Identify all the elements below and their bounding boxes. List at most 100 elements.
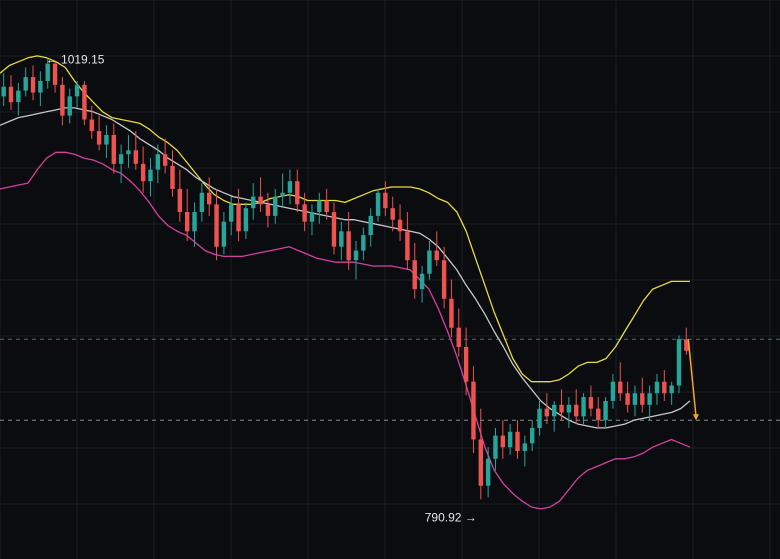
candle-body xyxy=(60,84,65,116)
candle-body xyxy=(280,192,285,197)
candle-body xyxy=(309,212,315,222)
candle-up xyxy=(199,183,205,222)
candle-down xyxy=(662,370,667,401)
candle-body xyxy=(346,231,351,261)
candle-body xyxy=(111,134,116,164)
candle-up xyxy=(552,400,557,432)
candle-body xyxy=(273,196,278,216)
candle-up xyxy=(192,202,197,247)
candle-up xyxy=(273,188,278,224)
candle-body xyxy=(566,404,572,413)
candle-body xyxy=(618,381,623,394)
low-price-label: 790.92 → xyxy=(425,510,477,524)
candle-down xyxy=(456,308,461,357)
candle-down xyxy=(412,242,417,299)
bollinger-bands xyxy=(0,55,691,510)
bollinger-lower-line xyxy=(0,151,691,510)
projection-line xyxy=(687,339,697,417)
candle-body xyxy=(214,204,219,247)
candle-body xyxy=(236,204,241,232)
candle-down xyxy=(588,385,594,417)
candle-up xyxy=(566,397,572,428)
candle-body xyxy=(405,231,410,261)
candle-up xyxy=(632,385,638,417)
candle-body xyxy=(104,134,109,145)
candle-up xyxy=(309,204,315,236)
candle-down xyxy=(441,246,447,309)
candle-body xyxy=(192,212,197,232)
candle-body xyxy=(412,260,417,290)
candle-down xyxy=(258,177,263,213)
candle-down xyxy=(618,362,623,401)
candle-body xyxy=(478,439,483,486)
bollinger-middle-line xyxy=(0,107,691,429)
candle-down xyxy=(471,366,476,453)
projection-arrowhead xyxy=(693,414,699,421)
candle-down xyxy=(177,169,183,222)
candle-body xyxy=(148,169,153,182)
candle-body xyxy=(507,431,513,448)
candles xyxy=(1,59,689,500)
candle-body xyxy=(339,231,344,247)
candle-up xyxy=(485,447,491,498)
candle-down xyxy=(383,181,388,216)
candle-up xyxy=(126,134,131,168)
candle-body xyxy=(390,208,395,220)
candle-body xyxy=(368,215,373,236)
candle-body xyxy=(463,346,469,382)
candle-up xyxy=(38,71,43,107)
bollinger-upper-line xyxy=(0,55,690,383)
candle-body xyxy=(89,119,94,132)
candle-down xyxy=(82,80,87,126)
candle-body xyxy=(184,212,190,232)
candle-down xyxy=(684,327,689,355)
candle-body xyxy=(471,381,476,440)
candle-down xyxy=(96,115,102,151)
candle-down xyxy=(449,279,454,338)
candle-body xyxy=(669,385,674,394)
candle-down xyxy=(434,231,439,267)
candle-body xyxy=(45,63,50,81)
candle-body xyxy=(684,339,689,351)
candle-up xyxy=(676,335,682,394)
candle-body xyxy=(493,435,498,459)
candle-down xyxy=(133,131,138,170)
candle-up xyxy=(251,183,256,220)
candle-body xyxy=(441,260,447,299)
candle-up xyxy=(67,88,72,124)
candle-down xyxy=(640,377,645,413)
candle-body xyxy=(302,204,307,222)
candle-body xyxy=(375,192,381,216)
candle-body xyxy=(38,80,43,93)
candle-body xyxy=(155,154,161,170)
candle-down xyxy=(625,381,630,413)
candle-body xyxy=(199,192,205,213)
candle-body xyxy=(162,154,168,166)
candle-body xyxy=(177,188,183,213)
candle-body xyxy=(67,96,72,116)
candle-body xyxy=(596,408,601,421)
candle-up xyxy=(419,266,425,303)
candle-up xyxy=(529,420,535,452)
candle-up xyxy=(493,427,498,471)
candle-body xyxy=(324,200,329,213)
candle-body xyxy=(647,393,652,405)
candle-up xyxy=(522,435,528,467)
candle-body xyxy=(140,163,146,182)
candle-body xyxy=(82,84,87,120)
candle-up xyxy=(368,208,373,247)
candle-body xyxy=(603,400,608,421)
candle-down xyxy=(170,150,175,197)
candle-down xyxy=(596,397,601,428)
candle-body xyxy=(265,204,271,216)
candle-body xyxy=(170,165,175,189)
candle-down xyxy=(302,192,307,232)
candle-body xyxy=(537,408,542,428)
candle-up xyxy=(280,173,285,209)
candle-up xyxy=(23,67,28,97)
candle-down xyxy=(30,65,36,101)
candle-up xyxy=(603,397,608,428)
candle-up xyxy=(16,82,21,116)
candle-body xyxy=(662,381,667,394)
